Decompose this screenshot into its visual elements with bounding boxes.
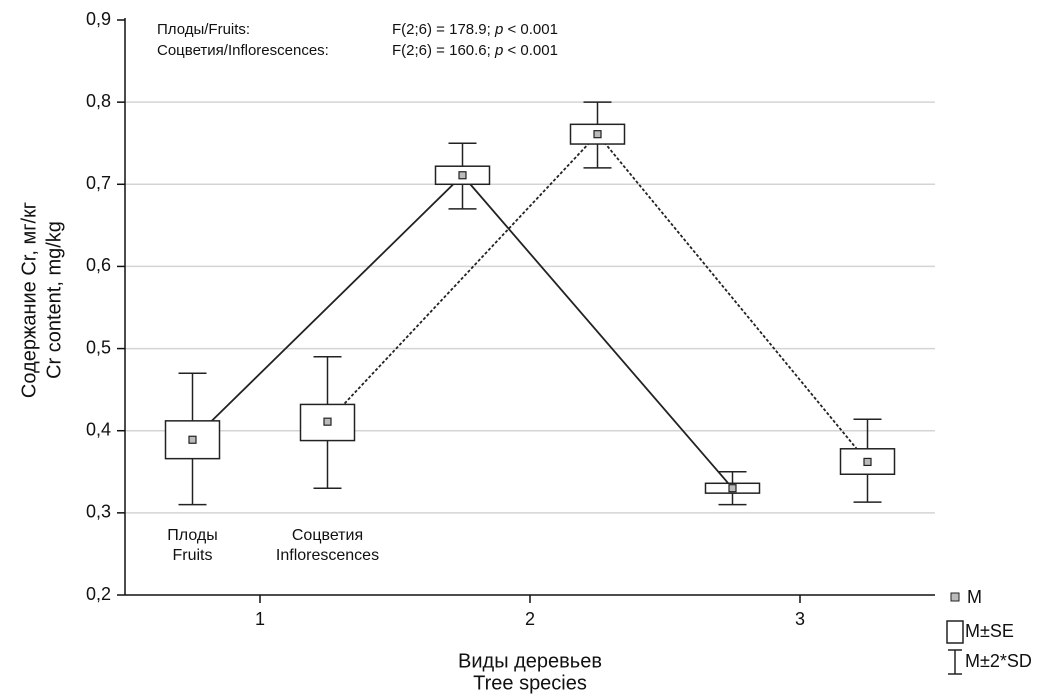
x-axis-label: Виды деревьев xyxy=(458,650,602,672)
y-tick-label: 0,4 xyxy=(86,419,111,439)
mean-marker xyxy=(188,435,197,444)
mean-marker xyxy=(863,457,872,467)
legend-label: M xyxy=(967,587,982,607)
annotation-part: p xyxy=(494,21,503,38)
annotation-stat: F(2;6) = 178.9; p < 0.001 xyxy=(392,21,558,38)
legend-mean xyxy=(950,592,960,602)
mean-line xyxy=(191,173,734,489)
annotation-label: Соцветия/Inflorescences: xyxy=(157,42,329,59)
y-axis-label: Содержание Cr, мг/кг xyxy=(18,202,40,398)
group-label: Fruits xyxy=(173,547,213,564)
mean-line xyxy=(326,132,869,463)
y-tick-label: 0,6 xyxy=(86,255,111,275)
legend-box xyxy=(946,620,964,644)
mean-marker xyxy=(458,171,467,180)
annotation-label: Плоды/Fruits: xyxy=(157,21,250,38)
mean-marker xyxy=(323,417,332,426)
y-tick-label: 0,2 xyxy=(86,584,111,604)
mean-marker xyxy=(593,130,602,139)
y-tick-label: 0,9 xyxy=(86,9,111,29)
annotation-part: < 0.001 xyxy=(503,21,558,38)
group-label: Плоды xyxy=(167,527,217,544)
annotation-part: < 0.001 xyxy=(503,42,558,59)
legend-label: M±SE xyxy=(965,621,1014,641)
x-tick-label: 3 xyxy=(795,609,805,629)
annotation-part: F(2;6) = 178.9; xyxy=(392,21,495,38)
y-tick-label: 0,3 xyxy=(86,502,111,522)
annotation-part: p xyxy=(494,42,503,59)
x-axis-label: Tree species xyxy=(473,672,587,694)
group-label: Inflorescences xyxy=(276,547,379,564)
mean-marker xyxy=(728,484,737,493)
y-tick-label: 0,8 xyxy=(86,91,111,111)
se-box xyxy=(299,403,356,442)
x-tick-label: 2 xyxy=(525,609,535,629)
legend-label: M±2*SD xyxy=(965,651,1032,671)
annotation-part: F(2;6) = 160.6; xyxy=(392,42,495,59)
x-tick-label: 1 xyxy=(255,609,265,629)
y-axis-label: Cr content, mg/kg xyxy=(43,221,65,379)
group-label: Соцветия xyxy=(292,527,363,544)
y-tick-label: 0,7 xyxy=(86,173,111,193)
y-tick-label: 0,5 xyxy=(86,337,111,357)
annotation-stat: F(2;6) = 160.6; p < 0.001 xyxy=(392,42,558,59)
